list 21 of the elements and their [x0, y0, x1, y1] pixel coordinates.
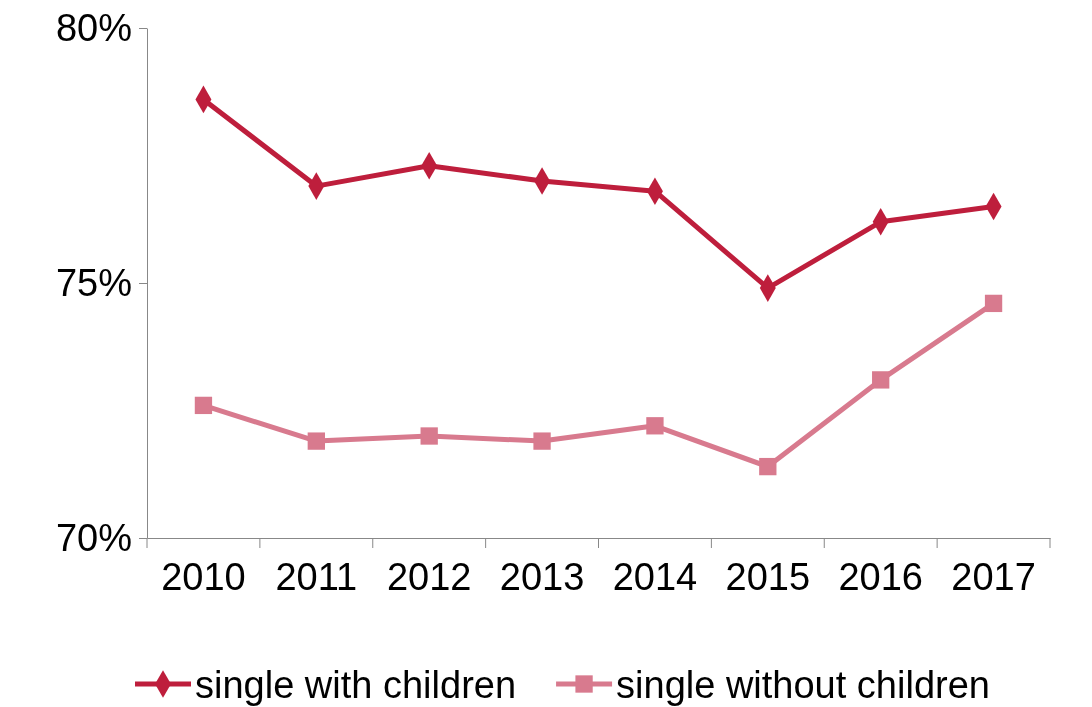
- point: [646, 417, 664, 435]
- point: [194, 396, 213, 415]
- point: [420, 427, 438, 445]
- x-tick-label: 2017: [951, 556, 1036, 599]
- y-tick-label: 75%: [55, 261, 132, 304]
- x-tick-label: 2015: [725, 556, 811, 599]
- y-tick-label: 80%: [55, 6, 132, 49]
- y-tick-label: 70%: [55, 516, 132, 559]
- legend-label: single with children: [195, 664, 517, 706]
- point: [984, 294, 1003, 313]
- x-tick-label: 2010: [161, 556, 246, 599]
- x-tick-label: 2012: [386, 556, 472, 599]
- x-tick-label: 2013: [499, 556, 585, 599]
- point: [759, 457, 777, 476]
- point: [307, 432, 325, 450]
- x-tick-label: 2016: [838, 556, 923, 599]
- point: [872, 371, 890, 389]
- x-tick-label: 2011: [275, 556, 358, 599]
- x-tick-label: 2014: [612, 556, 698, 599]
- point: [533, 432, 551, 450]
- legend-label: single without children: [616, 664, 990, 706]
